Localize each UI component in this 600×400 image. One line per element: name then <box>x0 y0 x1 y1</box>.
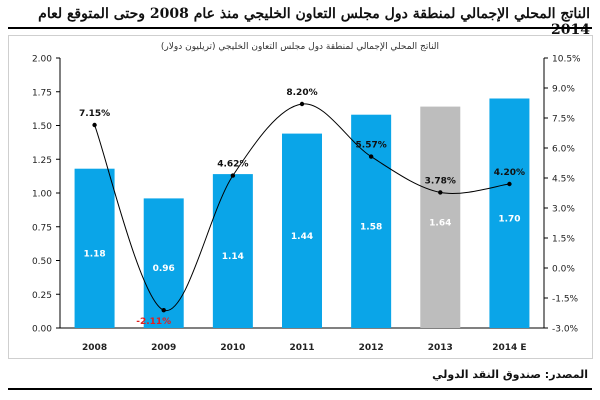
y-left-tick-label: 0.00 <box>32 325 52 335</box>
y-left-tick-label: 1.00 <box>32 190 52 200</box>
x-tick-label: 2014 E <box>492 343 526 353</box>
y-right-tick-label: 9.0% <box>552 85 575 95</box>
chart-title: الناتج المحلي الإجمالي لمنطقة دول مجلس ا… <box>38 6 590 38</box>
bar <box>282 133 322 328</box>
bar <box>143 198 184 328</box>
y-right-tick-label: 1.5% <box>552 235 575 245</box>
source-note: المصدر: صندوق النقد الدولي <box>432 368 588 381</box>
bar-value-label: 1.14 <box>222 252 244 262</box>
growth-point <box>161 308 166 313</box>
chart-subtitle: الناتج المحلي الإجمالي لمنطقة دول مجلس ا… <box>160 42 440 52</box>
bar <box>74 168 115 328</box>
y-left-tick-label: 0.75 <box>32 223 52 233</box>
y-left-tick-label: 1.25 <box>32 156 52 166</box>
bar-value-label: 1.18 <box>83 249 105 259</box>
y-right-tick-label: 0.0% <box>552 265 575 275</box>
x-tick-label: 2010 <box>220 343 245 353</box>
y-left-tick-label: 0.50 <box>32 257 52 267</box>
bar <box>489 98 530 328</box>
y-right-tick-label: -1.5% <box>552 295 579 305</box>
bar <box>351 114 392 328</box>
x-tick-label: 2011 <box>289 343 314 353</box>
bar <box>420 106 461 328</box>
bar-value-label: 1.58 <box>360 222 382 232</box>
growth-label: 4.62% <box>217 160 248 170</box>
y-right-tick-label: -3.0% <box>552 325 579 335</box>
growth-point <box>92 122 97 128</box>
growth-label: 4.20% <box>494 168 525 178</box>
bar <box>212 174 253 328</box>
growth-line <box>94 103 510 311</box>
y-left-tick-label: 1.50 <box>32 122 52 132</box>
y-left-tick-label: 2.00 <box>32 55 52 65</box>
y-right-tick-label: 3.0% <box>552 205 575 215</box>
x-tick-label: 2012 <box>359 343 384 353</box>
growth-label: 5.57% <box>356 141 387 151</box>
bar-value-label: 1.44 <box>291 232 313 242</box>
growth-label: 8.20% <box>286 88 317 98</box>
x-tick-label: 2009 <box>151 343 176 353</box>
growth-label: 7.15% <box>79 109 110 119</box>
bottom-divider <box>8 388 592 390</box>
growth-point <box>507 181 512 187</box>
y-right-tick-label: 4.5% <box>552 175 575 185</box>
x-tick-label: 2013 <box>428 343 453 353</box>
x-tick-label: 2008 <box>82 343 107 353</box>
growth-label: 3.78% <box>425 176 456 186</box>
y-left-tick-label: 0.25 <box>32 291 52 301</box>
growth-point <box>230 173 236 178</box>
y-right-tick-label: 7.5% <box>552 115 575 125</box>
growth-point <box>438 190 443 195</box>
bar-value-label: 0.96 <box>153 264 175 274</box>
bar-value-label: 1.64 <box>429 218 451 228</box>
y-left-tick-label: 1.75 <box>32 88 52 98</box>
y-right-tick-label: 6.0% <box>552 145 575 155</box>
bar-value-label: 1.70 <box>498 214 520 224</box>
growth-point <box>368 154 374 159</box>
growth-label: -2.11% <box>136 317 171 327</box>
title-divider <box>8 27 592 29</box>
y-right-tick-label: 10.5% <box>552 55 581 65</box>
growth-point <box>299 101 305 107</box>
